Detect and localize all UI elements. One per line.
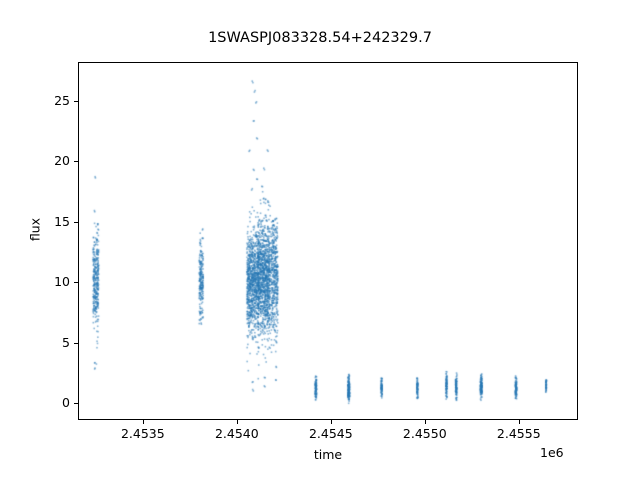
y-tick-label: 20 (54, 153, 70, 169)
scatter-points-layer (79, 63, 577, 419)
x-tick-label: 2.4540 (214, 426, 259, 441)
x-tick-label: 2.4555 (496, 426, 541, 441)
x-tick-label: 2.4535 (120, 426, 165, 441)
y-tick-label: 25 (54, 92, 70, 108)
x-tick-mark (424, 420, 426, 424)
x-tick-mark (330, 420, 332, 424)
x-axis-offset-label: 1e6 (540, 445, 564, 460)
y-tick-mark (74, 282, 78, 284)
y-axis-label: flux (27, 217, 43, 242)
x-axis-label: time (313, 447, 343, 462)
x-tick-mark (518, 420, 520, 424)
x-tick-label: 2.4550 (402, 426, 447, 441)
page-title: 1SWASPJ083328.54+242329.7 (208, 30, 432, 46)
y-tick-label: 10 (54, 274, 70, 290)
x-tick-mark (236, 420, 238, 424)
y-tick-label: 0 (62, 395, 70, 411)
y-tick-mark (74, 221, 78, 223)
y-tick-mark (74, 342, 78, 344)
y-tick-mark (74, 403, 78, 405)
x-tick-mark (142, 420, 144, 424)
plot-area (78, 62, 578, 420)
y-tick-label: 5 (62, 334, 70, 350)
y-tick-label: 15 (54, 213, 70, 229)
x-tick-label: 2.4545 (308, 426, 353, 441)
y-tick-mark (74, 161, 78, 163)
y-tick-mark (74, 100, 78, 102)
